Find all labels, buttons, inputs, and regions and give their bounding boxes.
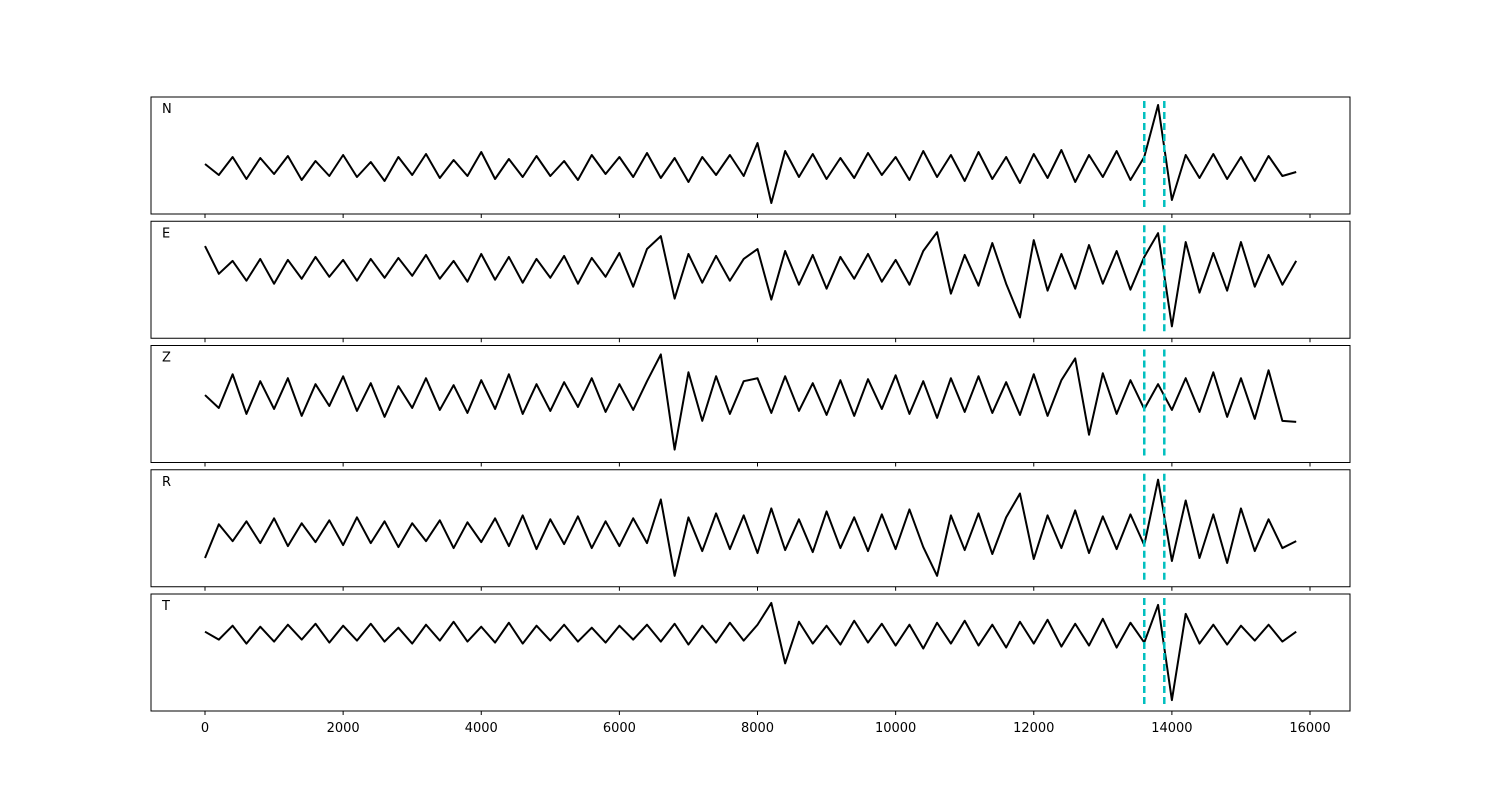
x-tick-label: 16000	[1289, 721, 1330, 736]
trace	[204, 478, 1297, 577]
trace	[204, 601, 1297, 702]
panel-frame	[150, 345, 1351, 463]
panel-label: T	[161, 599, 170, 614]
panel-label: R	[162, 475, 171, 490]
x-tick-label: 10000	[875, 721, 916, 736]
x-tick-label: 8000	[741, 721, 774, 736]
panel-frame	[150, 96, 1351, 215]
x-tick-label: 12000	[1013, 721, 1054, 736]
panel-frame	[150, 593, 1351, 712]
x-tick-label: 14000	[1151, 721, 1192, 736]
trace	[204, 353, 1297, 451]
panel-label: E	[162, 226, 170, 241]
panel-frame	[150, 220, 1351, 339]
x-tick-label: 6000	[603, 721, 636, 736]
panel-label: N	[162, 102, 172, 117]
x-tick-label: 4000	[465, 721, 498, 736]
panel-label: Z	[162, 351, 171, 366]
trace	[204, 231, 1298, 328]
x-tick-label: 2000	[327, 721, 360, 736]
x-tick-label: 0	[201, 721, 209, 736]
panel-frame	[150, 469, 1351, 588]
trace	[204, 104, 1297, 204]
